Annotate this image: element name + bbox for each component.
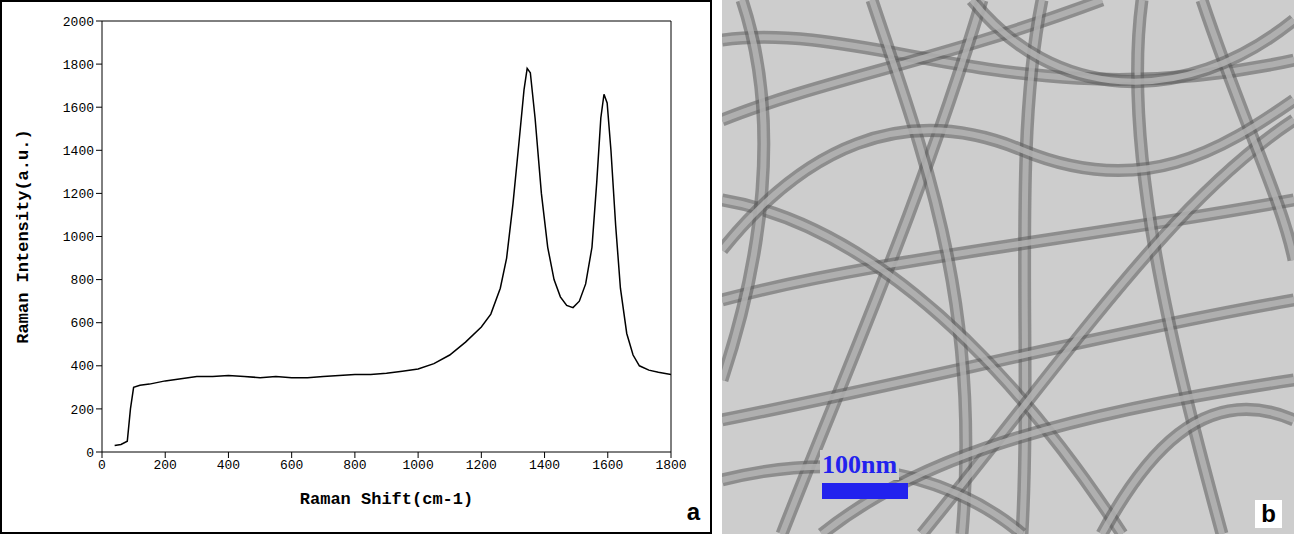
svg-text:200: 200 (71, 403, 94, 418)
svg-text:600: 600 (71, 316, 94, 331)
svg-text:400: 400 (217, 458, 240, 473)
svg-text:Raman Intensity(a.u.): Raman Intensity(a.u.) (14, 129, 33, 343)
svg-text:800: 800 (71, 273, 94, 288)
svg-text:600: 600 (280, 458, 303, 473)
html-text:a: a (686, 498, 700, 525)
svg-text:1200: 1200 (63, 187, 94, 202)
svg-text:0: 0 (98, 458, 106, 473)
svg-text:1400: 1400 (63, 144, 94, 159)
svg-text:1800: 1800 (63, 58, 94, 73)
svg-text:2000: 2000 (63, 15, 94, 30)
svg-text:200: 200 (154, 458, 177, 473)
svg-text:1200: 1200 (466, 458, 497, 473)
html-text:b: b (1261, 500, 1276, 527)
svg-text:800: 800 (343, 458, 366, 473)
svg-text:1400: 1400 (529, 458, 560, 473)
svg-text:1000: 1000 (403, 458, 434, 473)
svg-text:1800: 1800 (655, 458, 686, 473)
svg-text:1600: 1600 (63, 101, 94, 116)
html-text:100nm: 100nm (822, 450, 898, 479)
svg-text:0: 0 (86, 446, 94, 461)
svg-text:1000: 1000 (63, 230, 94, 245)
svg-text:Raman Shift(cm-1): Raman Shift(cm-1) (300, 490, 473, 509)
svg-text:400: 400 (71, 359, 94, 374)
svg-text:1600: 1600 (592, 458, 623, 473)
